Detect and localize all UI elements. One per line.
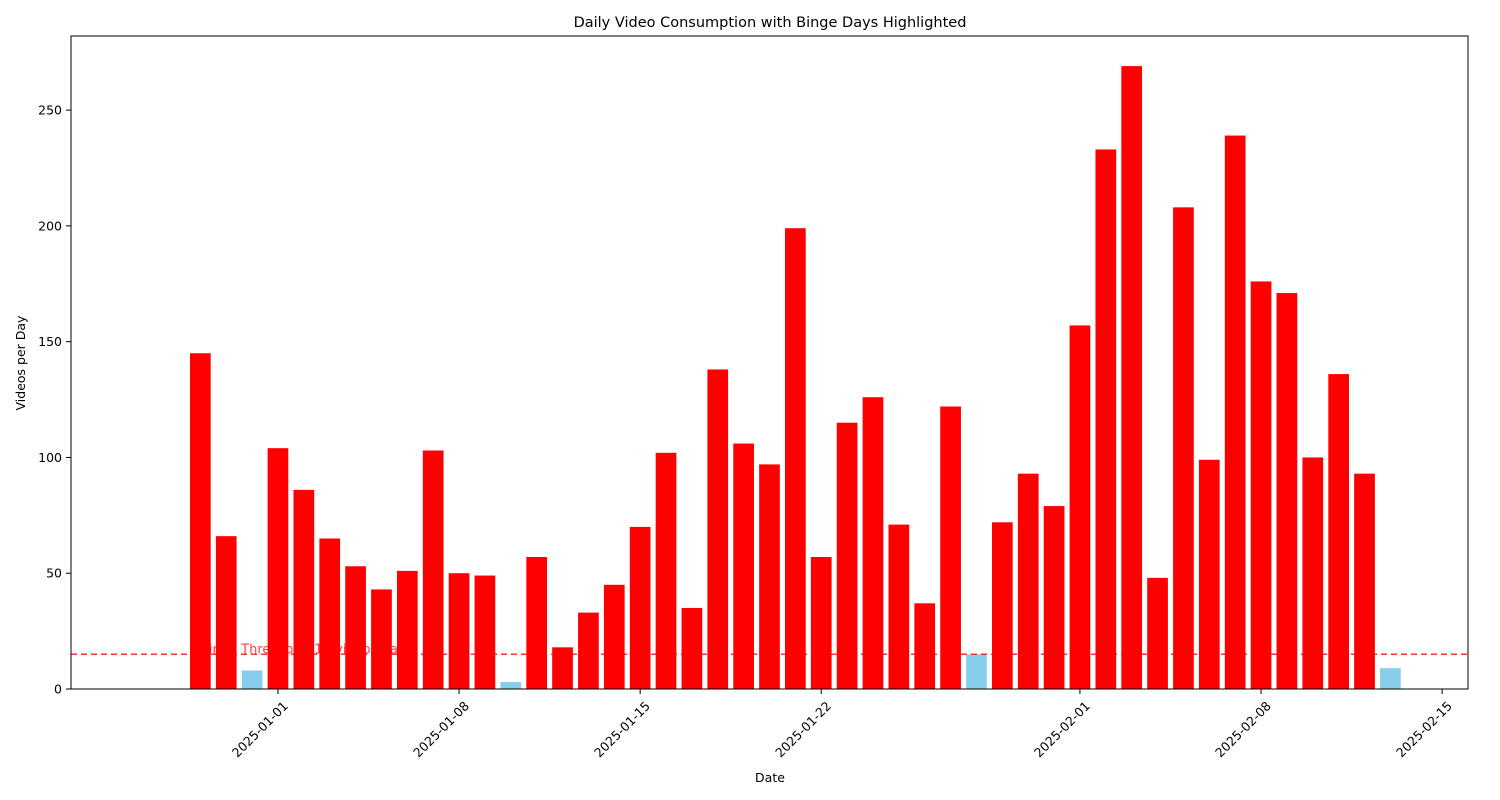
bar-2025-01-03 bbox=[319, 538, 341, 689]
x-tick-label: 2025-01-15 bbox=[591, 698, 653, 760]
x-axis: 2025-01-01 2025-01-08 2025-01-15 2025-01-22… bbox=[229, 689, 1455, 760]
bar-2025-01-29 bbox=[991, 522, 1013, 689]
bar-2025-01-13 bbox=[578, 612, 599, 689]
bar-2025-02-11 bbox=[1328, 374, 1349, 689]
bar-2025-01-27 bbox=[940, 406, 961, 689]
bar-2025-01-30 bbox=[1017, 473, 1039, 689]
bar-2025-01-02 bbox=[293, 489, 315, 689]
bar-2025-01-10 bbox=[500, 682, 522, 689]
bar-2025-02-01 bbox=[1069, 325, 1091, 689]
bar-2025-02-13 bbox=[1380, 668, 1401, 689]
x-tick-label: 2025-02-08 bbox=[1212, 698, 1274, 760]
x-axis-label: Date bbox=[755, 770, 785, 785]
bar-2025-02-09 bbox=[1276, 293, 1298, 689]
x-tick-label: 2025-02-01 bbox=[1031, 698, 1093, 760]
y-axis: 0 50 100 150 200 250 bbox=[38, 103, 71, 697]
bar-2025-01-01 bbox=[267, 448, 289, 689]
bar-2025-02-12 bbox=[1354, 473, 1375, 689]
bar-2025-02-06 bbox=[1198, 459, 1220, 689]
bar-2025-01-26 bbox=[914, 603, 936, 689]
bar-2025-01-24 bbox=[862, 397, 884, 689]
bar-2025-02-05 bbox=[1173, 207, 1194, 689]
y-tick-label: 50 bbox=[46, 566, 62, 581]
bar-2024-12-30 bbox=[215, 536, 237, 689]
x-tick-label: 2025-01-01 bbox=[229, 698, 291, 760]
bar-2025-01-18 bbox=[707, 369, 729, 689]
bar-2025-01-07 bbox=[422, 450, 444, 689]
bar-2024-12-31 bbox=[241, 670, 263, 689]
bar-2025-01-12 bbox=[552, 647, 573, 689]
y-axis-label: Videos per Day bbox=[13, 315, 28, 411]
bar-2025-01-28 bbox=[966, 654, 987, 689]
bar-2025-02-02 bbox=[1095, 149, 1117, 689]
bar-2025-01-17 bbox=[681, 607, 703, 689]
bar-2025-01-16 bbox=[655, 452, 677, 689]
y-tick-label: 150 bbox=[38, 334, 62, 349]
bar-2025-02-07 bbox=[1224, 135, 1246, 689]
bar-2025-01-23 bbox=[836, 422, 858, 689]
chart-title: Daily Video Consumption with Binge Days … bbox=[574, 15, 967, 31]
bar-2025-01-21 bbox=[785, 228, 806, 689]
x-tick-label: 2025-02-15 bbox=[1393, 698, 1455, 760]
bar-2025-01-15 bbox=[629, 526, 651, 689]
bar-2025-01-31 bbox=[1043, 506, 1065, 689]
y-tick-label: 200 bbox=[38, 218, 62, 233]
bar-2024-12-29 bbox=[190, 353, 211, 689]
bar-2025-01-08 bbox=[448, 573, 470, 689]
plot-frame bbox=[70, 35, 1469, 690]
bar-2025-01-25 bbox=[888, 524, 910, 689]
bar-2025-01-04 bbox=[345, 566, 366, 689]
bar-2025-01-06 bbox=[396, 570, 418, 689]
x-tick-label: 2025-01-08 bbox=[410, 698, 472, 760]
bar-2025-01-19 bbox=[733, 443, 754, 689]
threshold-annotation: Binge Threshold (15 videos/day) bbox=[200, 642, 411, 657]
bar-2025-02-10 bbox=[1302, 457, 1324, 689]
bars-group bbox=[190, 66, 1401, 690]
y-tick-label: 250 bbox=[38, 103, 62, 118]
x-tick-label: 2025-01-22 bbox=[772, 698, 834, 760]
bar-2025-02-04 bbox=[1147, 577, 1168, 689]
bar-2025-01-20 bbox=[759, 464, 780, 689]
bar-2025-01-14 bbox=[603, 584, 625, 689]
bar-2025-01-05 bbox=[371, 589, 392, 689]
bar-2025-01-09 bbox=[474, 575, 496, 689]
bar-2025-02-08 bbox=[1250, 281, 1272, 689]
y-tick-label: 0 bbox=[54, 682, 62, 697]
bar-2025-02-03 bbox=[1121, 66, 1143, 690]
bar-2025-01-22 bbox=[810, 557, 832, 689]
bar-2025-01-11 bbox=[526, 557, 548, 689]
y-tick-label: 100 bbox=[38, 450, 62, 465]
